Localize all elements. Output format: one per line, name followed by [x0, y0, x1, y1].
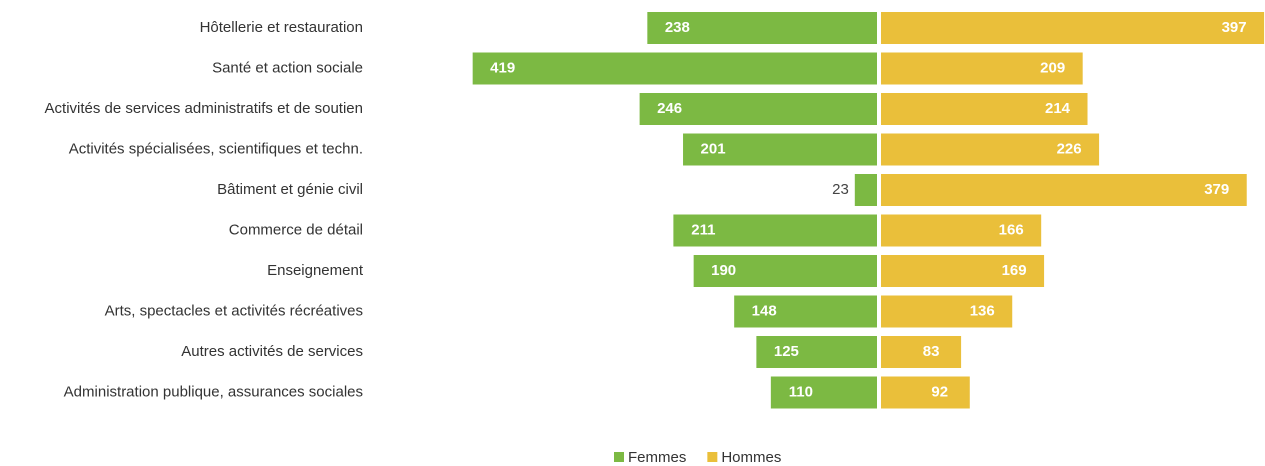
value-label: 238: [665, 19, 690, 36]
value-label: 23: [832, 181, 849, 198]
bar: [683, 133, 877, 166]
value-label: 166: [999, 221, 1024, 238]
value-label: 226: [1057, 140, 1082, 157]
value-label: 190: [711, 262, 736, 279]
bar: [472, 52, 877, 85]
bar: [770, 376, 877, 409]
value-label: 246: [657, 100, 682, 117]
bar: [881, 255, 1045, 287]
bar: [693, 255, 877, 287]
bar: [881, 12, 1265, 44]
value-label: 209: [1040, 59, 1065, 76]
bar: [854, 174, 877, 206]
value-label: 419: [490, 59, 515, 76]
value-label: 136: [970, 302, 995, 319]
value-label: 201: [701, 140, 726, 157]
legend-swatch: [614, 452, 624, 462]
legend-label: Femmes: [628, 449, 686, 466]
bar: [881, 295, 1013, 328]
value-label: 214: [1045, 100, 1071, 117]
value-label: 169: [1002, 262, 1027, 279]
bar: [734, 295, 877, 328]
bar: [881, 336, 962, 368]
value-label: 211: [691, 221, 715, 238]
category-label: Enseignement: [267, 262, 364, 279]
value-label: 379: [1204, 181, 1229, 198]
category-label: Hôtellerie et restauration: [200, 19, 363, 36]
value-label: 397: [1222, 19, 1247, 36]
value-label: 125: [774, 343, 799, 360]
legend-swatch: [707, 452, 718, 462]
category-label: Activités de services administratifs et …: [45, 100, 363, 117]
bar: [881, 52, 1083, 85]
bar: [881, 376, 970, 409]
bar: [639, 93, 877, 125]
bar: [756, 336, 877, 368]
bar: [881, 93, 1088, 125]
category-label: Arts, spectacles et activités récréative…: [105, 302, 363, 319]
bar: [881, 214, 1042, 247]
bar: [647, 12, 877, 44]
bar: [881, 174, 1247, 206]
category-label: Administration publique, assurances soci…: [64, 383, 363, 400]
legend-label: Hommes: [721, 449, 781, 466]
category-label: Commerce de détail: [229, 221, 363, 238]
bar: [673, 214, 877, 247]
value-label: 92: [931, 383, 948, 400]
category-label: Santé et action sociale: [212, 59, 363, 76]
category-label: Autres activités de services: [181, 343, 363, 360]
category-label: Activités spécialisées, scientifiques et…: [69, 140, 363, 157]
category-label: Bâtiment et génie civil: [217, 181, 363, 198]
bar: [881, 133, 1100, 166]
value-label: 110: [789, 383, 813, 400]
value-label: 83: [923, 343, 940, 360]
value-label: 148: [752, 302, 777, 319]
